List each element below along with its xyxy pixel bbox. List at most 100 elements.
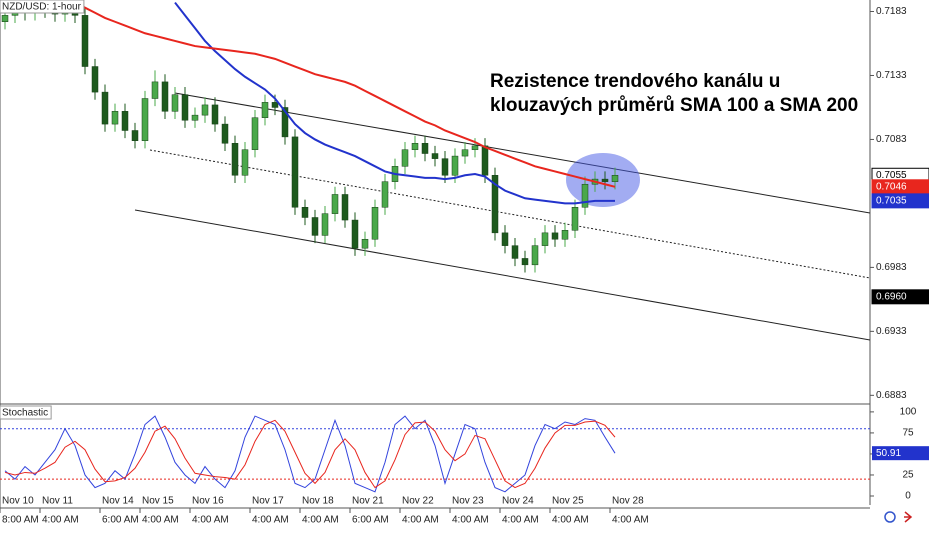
y-tick-label: 0.7083	[876, 134, 907, 145]
candle-body	[101, 91, 109, 125]
x-time-label: 4:00 AM	[42, 515, 79, 526]
x-time-label: 4:00 AM	[552, 515, 589, 526]
last-value-label: 50.91	[876, 448, 901, 459]
x-time-label: 4:00 AM	[142, 515, 179, 526]
x-date-label: Nov 16	[192, 496, 224, 507]
candle-body	[131, 130, 139, 141]
candle-body	[531, 245, 539, 266]
title-box	[0, 405, 52, 420]
y-tick-label: 0.6883	[876, 390, 907, 401]
x-time-label: 4:00 AM	[302, 515, 339, 526]
candle-body	[211, 104, 219, 125]
candle-body	[601, 178, 609, 182]
title-box	[0, 0, 85, 14]
candle-body	[421, 143, 429, 154]
candle-body	[221, 123, 229, 144]
last-value-marker	[872, 446, 929, 461]
candle-body	[301, 207, 309, 218]
candle-body	[1, 15, 9, 22]
x-time-label: 4:00 AM	[252, 515, 289, 526]
x-date-label: Nov 14	[102, 496, 134, 507]
x-date-label: Nov 17	[252, 496, 284, 507]
candle-body	[171, 94, 179, 112]
candle-body	[501, 232, 509, 246]
y-tick-label: 25	[902, 470, 914, 481]
x-date-label: Nov 23	[452, 496, 484, 507]
channel-middle	[149, 149, 871, 279]
candle-body	[431, 153, 439, 159]
candle-body	[281, 107, 289, 138]
candle-body	[231, 143, 239, 176]
candle-body	[251, 117, 259, 150]
candle-body	[311, 217, 319, 236]
candle-body	[441, 158, 449, 176]
x-date-label: Nov 28	[612, 496, 644, 507]
price-marker-label: 0.7055	[876, 170, 907, 181]
candle-body	[541, 232, 549, 246]
goto-end-icon[interactable]	[904, 511, 913, 523]
x-date-label: Nov 15	[142, 496, 174, 507]
price-marker-label: 0.6960	[876, 291, 907, 302]
candle-body	[511, 245, 519, 259]
chart-title: Stochastic	[2, 408, 48, 419]
candle-body	[341, 194, 349, 221]
candle-body	[381, 181, 389, 208]
candle-body	[561, 230, 569, 240]
y-tick-label: 0.6983	[876, 262, 907, 273]
candle-body	[371, 207, 379, 240]
x-date-label: Nov 10	[2, 496, 34, 507]
candle-body	[141, 98, 149, 141]
candle-body	[461, 149, 469, 157]
x-time-label: 4:00 AM	[612, 515, 649, 526]
price-marker	[871, 193, 929, 209]
candle-body	[611, 175, 619, 182]
candle-body	[241, 149, 249, 176]
candle-body	[191, 114, 199, 121]
x-date-label: Nov 18	[302, 496, 334, 507]
candle-body	[161, 81, 169, 112]
x-date-label: Nov 24	[502, 496, 534, 507]
refresh-icon[interactable]	[884, 511, 896, 523]
candle-body	[151, 81, 159, 99]
candle-body	[571, 207, 579, 231]
y-tick-label: 0.7133	[876, 70, 907, 81]
candle-body	[91, 66, 99, 93]
candle-body	[351, 219, 359, 249]
candle-body	[261, 102, 269, 118]
chart-title: NZD/USD: 1-hour	[2, 2, 82, 13]
y-tick-label: 75	[902, 428, 914, 439]
y-tick-label: 100	[900, 407, 917, 418]
indicator-line	[174, 1, 615, 205]
x-time-label: 4:00 AM	[452, 515, 489, 526]
y-tick-label: 0.7183	[876, 6, 907, 17]
price-marker-label: 0.7046	[876, 181, 907, 192]
annotation: klouzavých průměrů SMA 100 a SMA 200	[490, 95, 858, 116]
y-tick-label: 0.6933	[876, 326, 907, 337]
candle-body	[181, 94, 189, 121]
x-time-label: 6:00 AM	[102, 515, 139, 526]
candle-body	[521, 258, 529, 266]
price-marker	[871, 289, 929, 305]
candle-body	[361, 238, 369, 249]
plot-area: 0.7183 0.7133 0.7083 0.6983 0.6933 0.6883 0.70…	[0, 0, 929, 526]
candle-body	[291, 136, 299, 208]
x-date-label: Nov 21	[352, 496, 384, 507]
candle-body	[491, 175, 499, 234]
x-time-label: 4:00 AM	[502, 515, 539, 526]
x-date-label: Nov 25	[552, 496, 584, 507]
candle-body	[551, 232, 559, 240]
candle-body	[121, 111, 129, 131]
x-date-label: Nov 22	[402, 496, 434, 507]
candle-body	[411, 143, 419, 150]
candle-body	[111, 111, 119, 125]
candle-body	[201, 104, 209, 116]
candle-body	[471, 145, 479, 150]
candle-body	[401, 149, 409, 167]
annotation: Rezistence trendového kanálu u	[490, 71, 780, 92]
candle-body	[331, 194, 339, 214]
candle-body	[581, 183, 589, 208]
indicator-line	[4, 419, 616, 489]
indicator-line	[74, 1, 616, 188]
